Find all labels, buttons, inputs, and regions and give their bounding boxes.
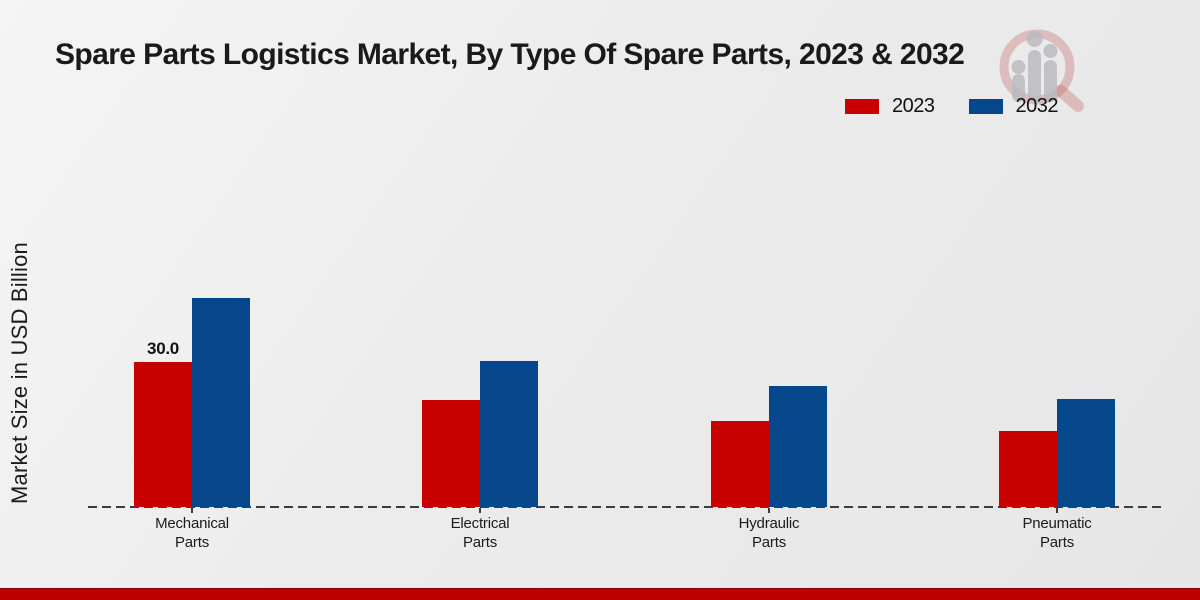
category-label-mechanical-parts: Mechanical Parts <box>155 515 229 551</box>
x-axis-tick <box>768 508 770 513</box>
bar-2032-electrical-parts <box>480 361 538 507</box>
category-label-hydraulic-parts: Hydraulic Parts <box>738 515 800 551</box>
x-axis-dashed-line <box>88 506 1163 508</box>
x-axis-tick <box>1056 508 1058 513</box>
legend-swatch-2023 <box>845 99 879 114</box>
legend-label-2023: 2023 <box>892 95 935 117</box>
x-axis-tick <box>479 508 481 513</box>
legend: 2023 2032 <box>845 95 1058 118</box>
bar-value-label: 30.0 <box>147 339 179 358</box>
bar-2023-electrical-parts <box>422 400 480 507</box>
magnifier-logo-watermark-icon <box>999 29 1084 112</box>
x-axis-tick <box>191 508 193 513</box>
legend-swatch-2032 <box>968 99 1003 114</box>
bar-2032-pneumatic-parts <box>1057 399 1115 507</box>
bar-2032-hydraulic-parts <box>769 386 827 507</box>
chart-title: Spare Parts Logistics Market, By Type Of… <box>55 38 965 71</box>
legend-label-2032: 2032 <box>1015 95 1059 117</box>
bar-2032-mechanical-parts <box>192 298 250 507</box>
legend-item-2032: 2032 <box>968 95 1059 118</box>
category-label-pneumatic-parts: Pneumatic Parts <box>1022 515 1092 551</box>
bar-2023-mechanical-parts <box>134 362 192 507</box>
footer-accent-bar <box>0 588 1200 600</box>
bar-2023-pneumatic-parts <box>999 431 1057 507</box>
category-label-electrical-parts: Electrical Parts <box>450 515 510 551</box>
legend-item-2023: 2023 <box>845 95 935 118</box>
bar-2023-hydraulic-parts <box>711 421 769 507</box>
